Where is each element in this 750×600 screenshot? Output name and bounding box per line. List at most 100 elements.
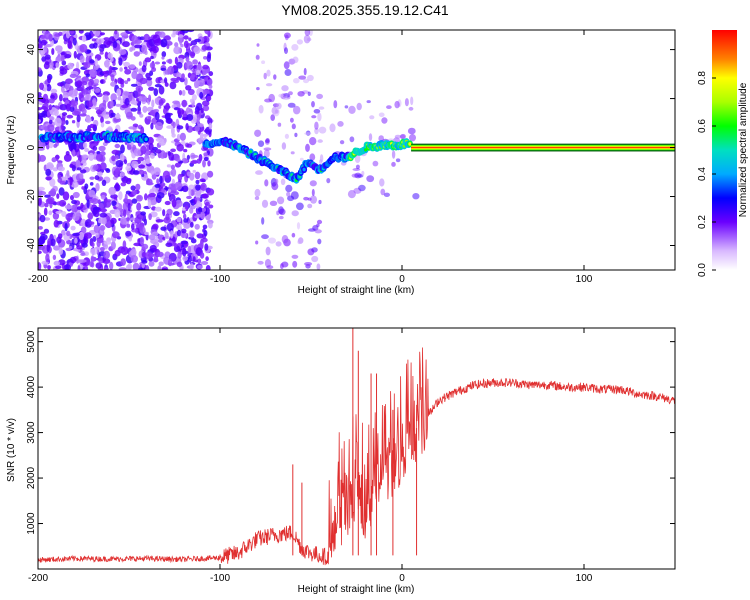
noise-speck (188, 188, 192, 197)
noise-speck (369, 115, 375, 120)
noise-speck (177, 251, 182, 259)
noise-speck (70, 225, 76, 231)
noise-speck (168, 152, 174, 161)
noise-speck (165, 213, 170, 221)
noise-speck (38, 92, 42, 97)
noise-speck (94, 58, 98, 67)
noise-speck (38, 250, 42, 255)
noise-speck (46, 243, 50, 252)
noise-speck (123, 159, 128, 165)
noise-speck (317, 112, 322, 122)
noise-speck (187, 30, 195, 33)
noise-speck (372, 160, 379, 167)
noise-speck (57, 177, 63, 183)
noise-speck (83, 142, 88, 149)
noise-speck (79, 113, 87, 117)
noise-speck (124, 66, 128, 70)
noise-speck (176, 125, 184, 130)
noise-speck (151, 45, 159, 54)
noise-speck (86, 199, 90, 209)
noise-speck (311, 188, 315, 197)
noise-speck (383, 192, 390, 197)
noise-speck (101, 216, 107, 225)
noise-speck (173, 243, 178, 248)
noise-speck (125, 230, 132, 237)
noise-speck (67, 62, 74, 70)
noise-speck (294, 132, 298, 138)
noise-speck (70, 204, 79, 213)
noise-speck (296, 202, 304, 211)
noise-speck (395, 158, 401, 163)
noise-speck (76, 245, 83, 250)
noise-speck (190, 51, 195, 59)
noise-speck (150, 201, 155, 206)
noise-speck (112, 61, 116, 66)
noise-speck (87, 212, 94, 220)
noise-speck (167, 188, 172, 193)
noise-speck (265, 138, 270, 145)
noise-speck (114, 167, 121, 175)
noise-speck (117, 246, 126, 254)
noise-speck (99, 44, 107, 49)
noise-speck (311, 255, 319, 263)
noise-speck (158, 140, 166, 146)
noise-speck (58, 259, 66, 266)
noise-speck (314, 121, 319, 130)
noise-speck (71, 120, 76, 124)
noise-speck (314, 229, 322, 234)
noise-speck (120, 258, 126, 266)
noise-speck (148, 261, 155, 267)
noise-speck (55, 62, 60, 68)
noise-speck (79, 44, 88, 53)
noise-speck (132, 90, 139, 99)
noise-speck (119, 153, 125, 162)
noise-speck (125, 190, 131, 195)
noise-speck (378, 112, 385, 118)
noise-speck (164, 112, 171, 121)
noise-speck (79, 55, 85, 63)
noise-speck (120, 216, 127, 225)
noise-speck (154, 206, 162, 212)
noise-speck (293, 78, 300, 84)
noise-speck (133, 148, 142, 157)
ridge-core (144, 137, 148, 141)
noise-speck (52, 254, 57, 260)
noise-speck (123, 91, 130, 96)
noise-speck (400, 133, 406, 140)
noise-speck (125, 177, 132, 185)
noise-speck (86, 100, 94, 108)
noise-speck (291, 254, 299, 259)
noise-speck (181, 89, 186, 96)
noise-speck (122, 209, 127, 218)
noise-speck (162, 170, 170, 179)
noise-speck (128, 235, 133, 242)
noise-speck (95, 232, 100, 238)
noise-speck (158, 105, 162, 109)
noise-speck (186, 195, 192, 200)
noise-speck (381, 117, 388, 124)
noise-speck (181, 228, 187, 234)
noise-speck (266, 69, 271, 77)
noise-speck (311, 115, 317, 119)
noise-speck (118, 49, 127, 55)
noise-speck (180, 231, 188, 238)
noise-speck (115, 160, 124, 168)
noise-speck (60, 52, 66, 56)
noise-speck (56, 193, 60, 199)
noise-speck (92, 98, 97, 106)
noise-speck (137, 267, 144, 270)
noise-speck (100, 194, 106, 200)
noise-speck (58, 247, 63, 255)
noise-speck (176, 217, 182, 223)
noise-speck (200, 261, 209, 265)
noise-speck (150, 170, 155, 175)
noise-speck (110, 209, 115, 214)
noise-speck (122, 202, 129, 212)
noise-speck (306, 37, 312, 42)
noise-speck (38, 197, 42, 206)
noise-speck (78, 259, 87, 263)
noise-speck (256, 87, 260, 91)
noise-speck (69, 176, 73, 186)
noise-speck (291, 210, 299, 217)
